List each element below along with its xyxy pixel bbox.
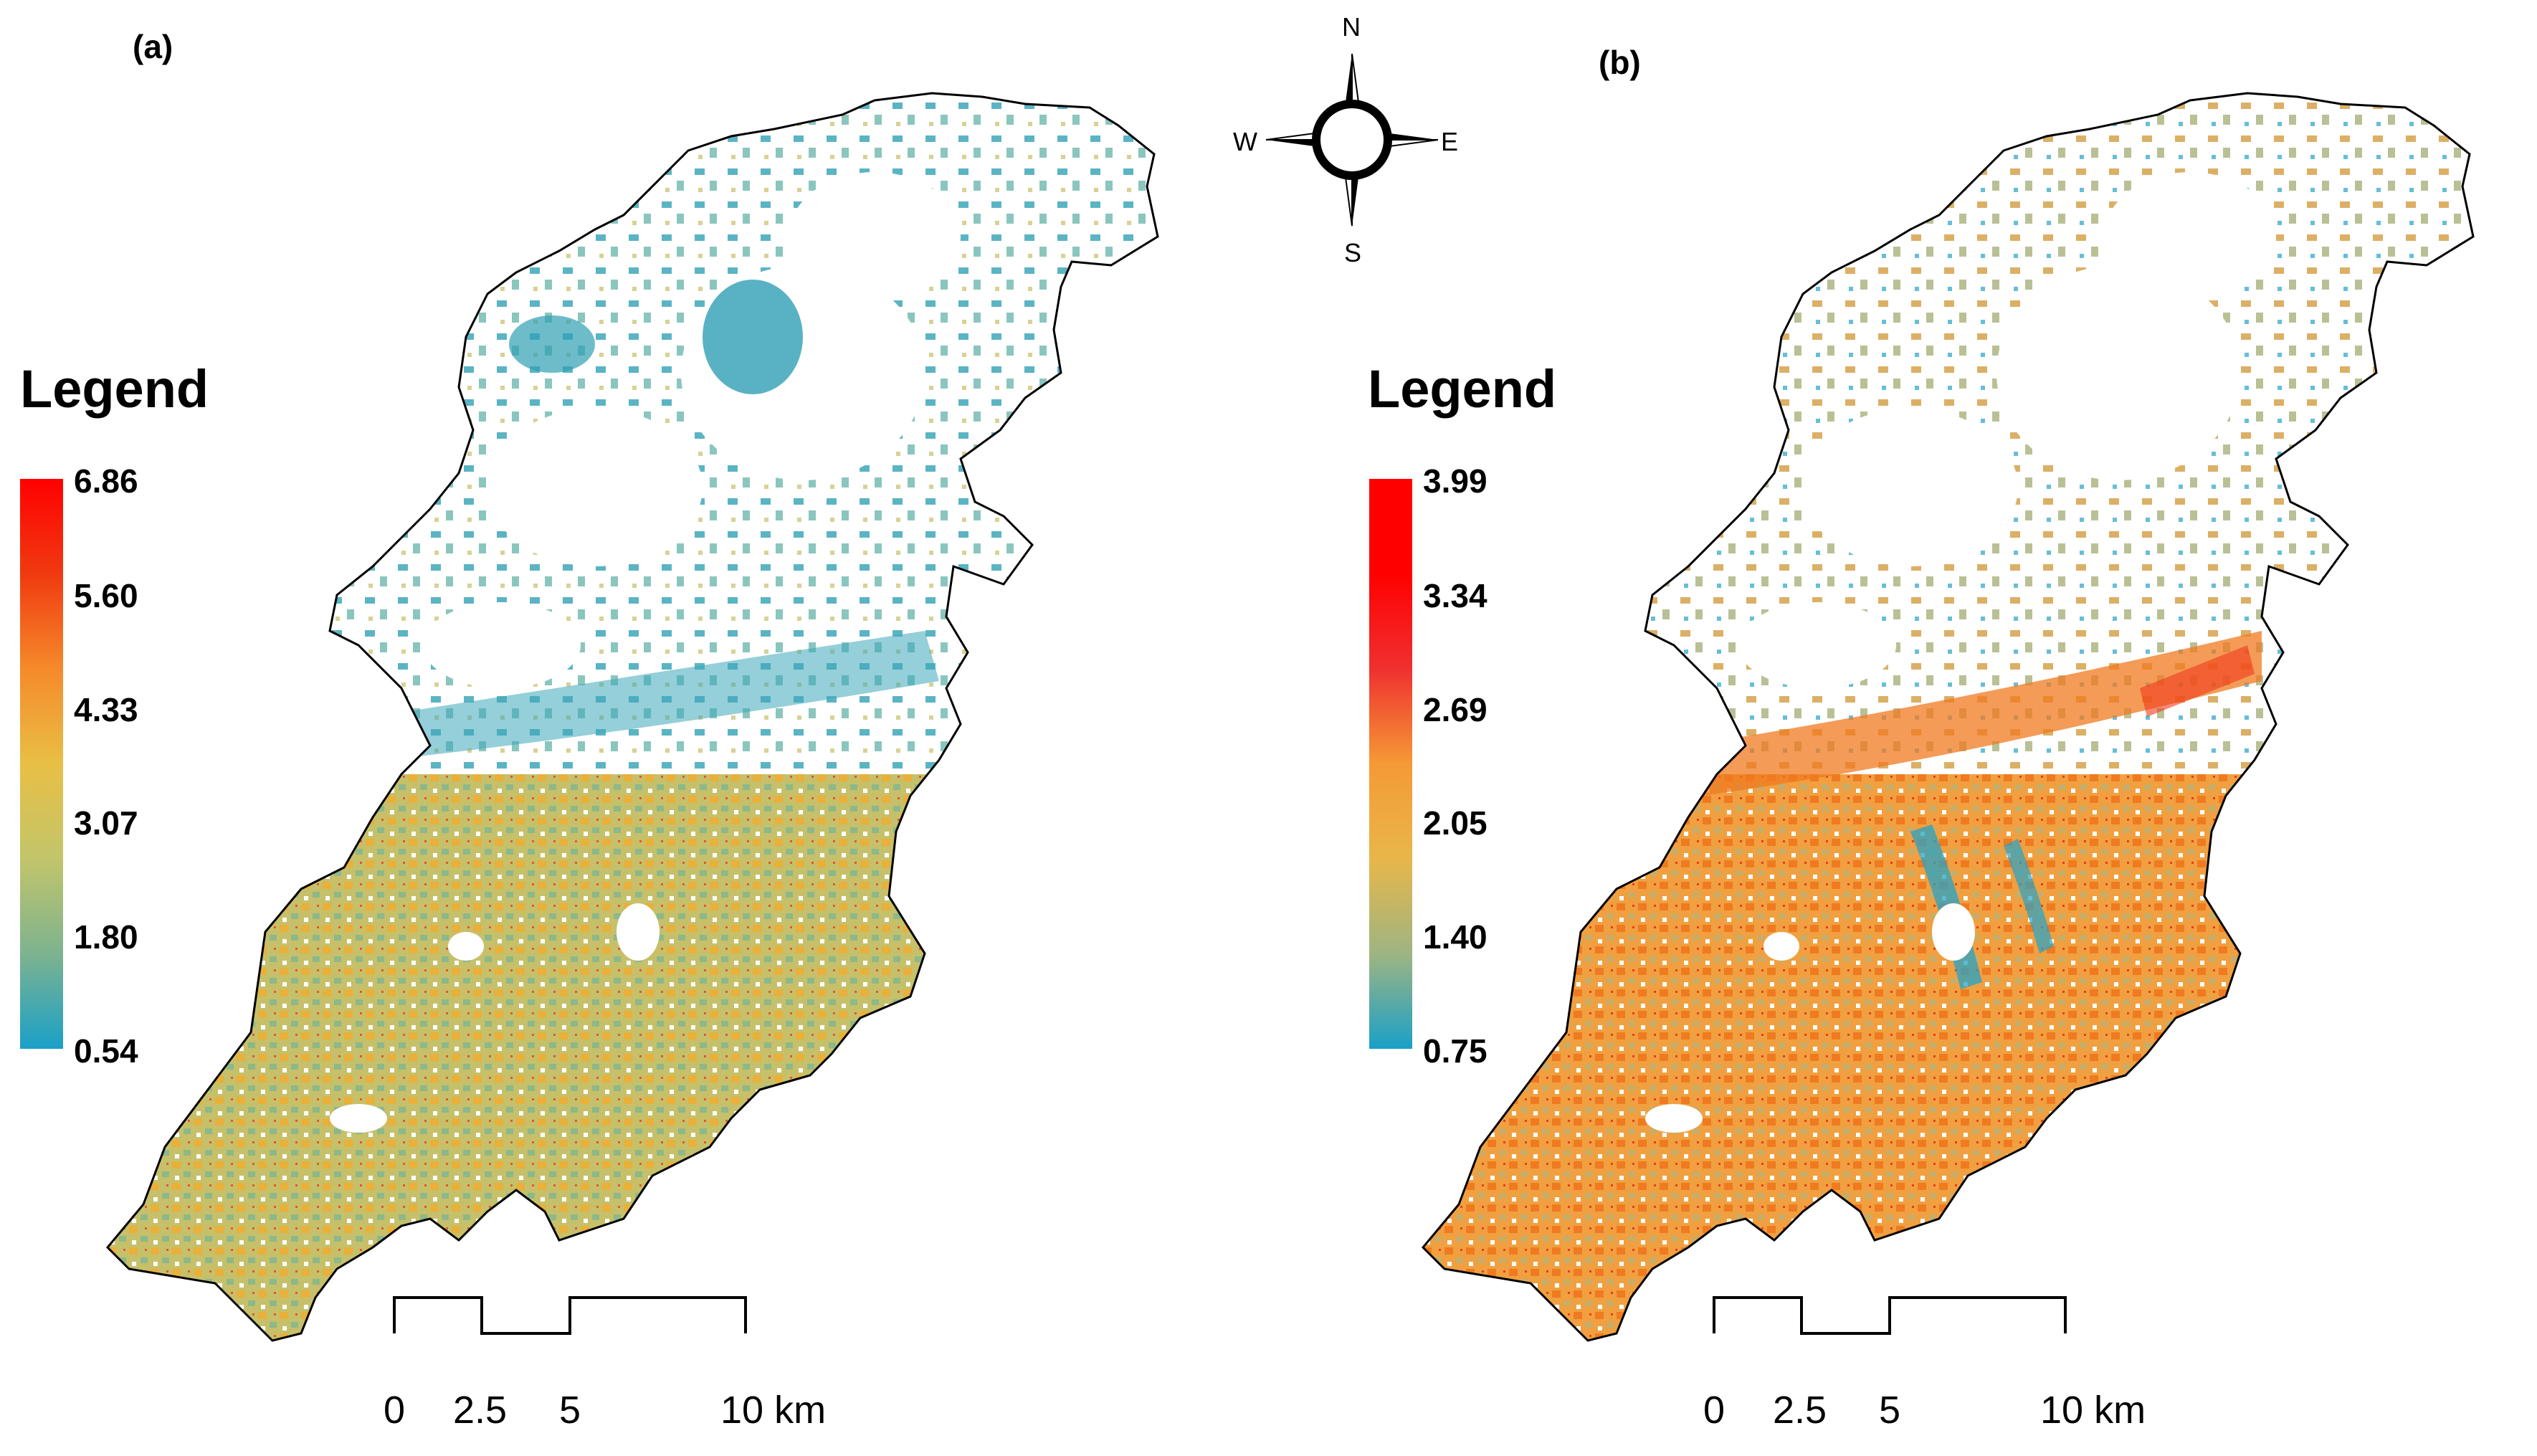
legend-tick-a-4: 1.80 bbox=[74, 918, 138, 956]
scale-label-a-0: 0 bbox=[384, 1389, 406, 1432]
scale-label-a-2: 5 bbox=[559, 1389, 581, 1432]
scale-label-b-3: 10 km bbox=[2040, 1389, 2146, 1432]
compass-east-label: E bbox=[1441, 127, 1459, 156]
legend-tick-b-4: 1.40 bbox=[1423, 918, 1488, 956]
scale-label-a-1: 2.5 bbox=[453, 1389, 508, 1432]
legend-tick-b-2: 2.69 bbox=[1423, 691, 1488, 728]
compass-south-label: S bbox=[1344, 238, 1362, 267]
legend-tick-a-3: 3.07 bbox=[74, 804, 138, 842]
legend-tick-a-2: 4.33 bbox=[74, 691, 138, 728]
compass-west-label: W bbox=[1233, 127, 1257, 156]
scale-bar-a bbox=[393, 1296, 747, 1335]
legend-tick-a-1: 5.60 bbox=[74, 577, 138, 614]
scale-label-b-2: 5 bbox=[1879, 1389, 1901, 1432]
map-a bbox=[106, 92, 1159, 1342]
map-b bbox=[1422, 92, 2475, 1342]
scale-label-a-3: 10 km bbox=[720, 1389, 827, 1432]
scale-label-b-1: 2.5 bbox=[1773, 1389, 1827, 1432]
legend-title-a: Legend bbox=[20, 359, 209, 419]
legend-tick-a-5: 0.54 bbox=[74, 1032, 138, 1070]
compass-rose-icon bbox=[1265, 53, 1439, 227]
legend-colorbar-a bbox=[20, 479, 63, 1049]
panel-label-a: (a) bbox=[133, 28, 173, 65]
legend-tick-b-1: 3.34 bbox=[1423, 577, 1488, 614]
legend-colorbar-b bbox=[1369, 479, 1412, 1049]
legend-tick-a-0: 6.86 bbox=[74, 462, 138, 500]
scale-label-b-0: 0 bbox=[1703, 1389, 1726, 1432]
legend-tick-b-0: 3.99 bbox=[1423, 462, 1488, 500]
legend-tick-b-5: 0.75 bbox=[1423, 1032, 1488, 1070]
compass-north-label: N bbox=[1342, 12, 1361, 42]
panel-label-b: (b) bbox=[1599, 44, 1641, 81]
legend-title-b: Legend bbox=[1368, 359, 1557, 419]
scale-bar-b bbox=[1713, 1296, 2067, 1335]
legend-tick-b-3: 2.05 bbox=[1423, 804, 1488, 842]
